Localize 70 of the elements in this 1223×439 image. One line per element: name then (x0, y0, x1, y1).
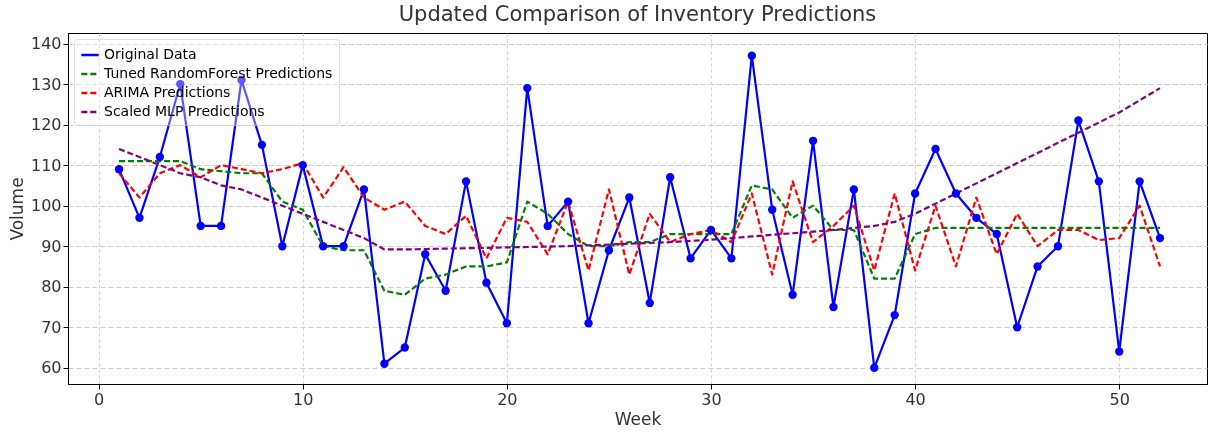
point (910, 189, 920, 198)
point (298, 160, 307, 170)
y-tick-label: 60 (41, 358, 62, 378)
point (931, 144, 940, 154)
point (523, 83, 532, 93)
point (788, 290, 797, 300)
point (951, 189, 961, 198)
point (665, 173, 675, 182)
point (1115, 347, 1124, 356)
point (1033, 262, 1042, 271)
point (686, 254, 695, 263)
point (339, 242, 348, 251)
x-tick-label: 30 (701, 389, 722, 409)
chart-title: Updated Comparison of Inventory Predictions (398, 2, 877, 26)
point (972, 213, 981, 222)
point (1155, 233, 1165, 243)
point (359, 185, 369, 194)
legend-label: Original Data (104, 46, 197, 62)
point (502, 319, 512, 328)
point (645, 298, 654, 308)
point (1053, 242, 1063, 251)
y-tick-label: 110 (30, 155, 62, 175)
point (257, 140, 267, 150)
point (318, 242, 328, 251)
point (278, 242, 287, 251)
x-tick-label: 10 (293, 389, 314, 409)
y-tick-label: 80 (41, 277, 62, 297)
legend-label: Tuned RandomForest Predictions (103, 65, 333, 81)
point (380, 359, 389, 368)
x-tick-label: 20 (497, 389, 518, 409)
point (768, 205, 777, 214)
point (808, 136, 818, 145)
point (400, 343, 409, 352)
x-tick-label: 50 (1109, 389, 1130, 409)
y-tick-label: 70 (41, 317, 62, 337)
point (563, 197, 573, 206)
point (441, 286, 450, 295)
point (604, 246, 614, 255)
x-axis-title: Week (614, 408, 662, 429)
y-tick-label: 140 (30, 34, 62, 54)
y-tick-label: 100 (30, 196, 62, 216)
point (1094, 177, 1103, 186)
y-axis-title: Volume (6, 177, 27, 241)
point (829, 302, 838, 312)
point (1012, 323, 1022, 332)
point (461, 177, 471, 186)
point (849, 185, 859, 194)
y-tick-label: 90 (41, 236, 62, 256)
point (543, 221, 552, 231)
point (870, 363, 879, 372)
point (196, 221, 205, 231)
point (992, 229, 1001, 239)
point (155, 152, 165, 162)
point (114, 165, 124, 174)
y-tick-label: 130 (30, 74, 62, 94)
point (727, 254, 736, 263)
x-tick-label: 40 (905, 389, 926, 409)
point (1135, 177, 1144, 186)
point (1074, 116, 1083, 125)
y-tick-label: 120 (30, 115, 62, 135)
point (584, 319, 593, 328)
point (482, 278, 491, 287)
point (706, 225, 716, 235)
point (135, 213, 144, 222)
point (625, 193, 634, 202)
x-tick-label: 0 (94, 389, 105, 409)
point (421, 250, 430, 259)
point (216, 221, 226, 231)
point (747, 51, 756, 60)
point (890, 310, 899, 320)
